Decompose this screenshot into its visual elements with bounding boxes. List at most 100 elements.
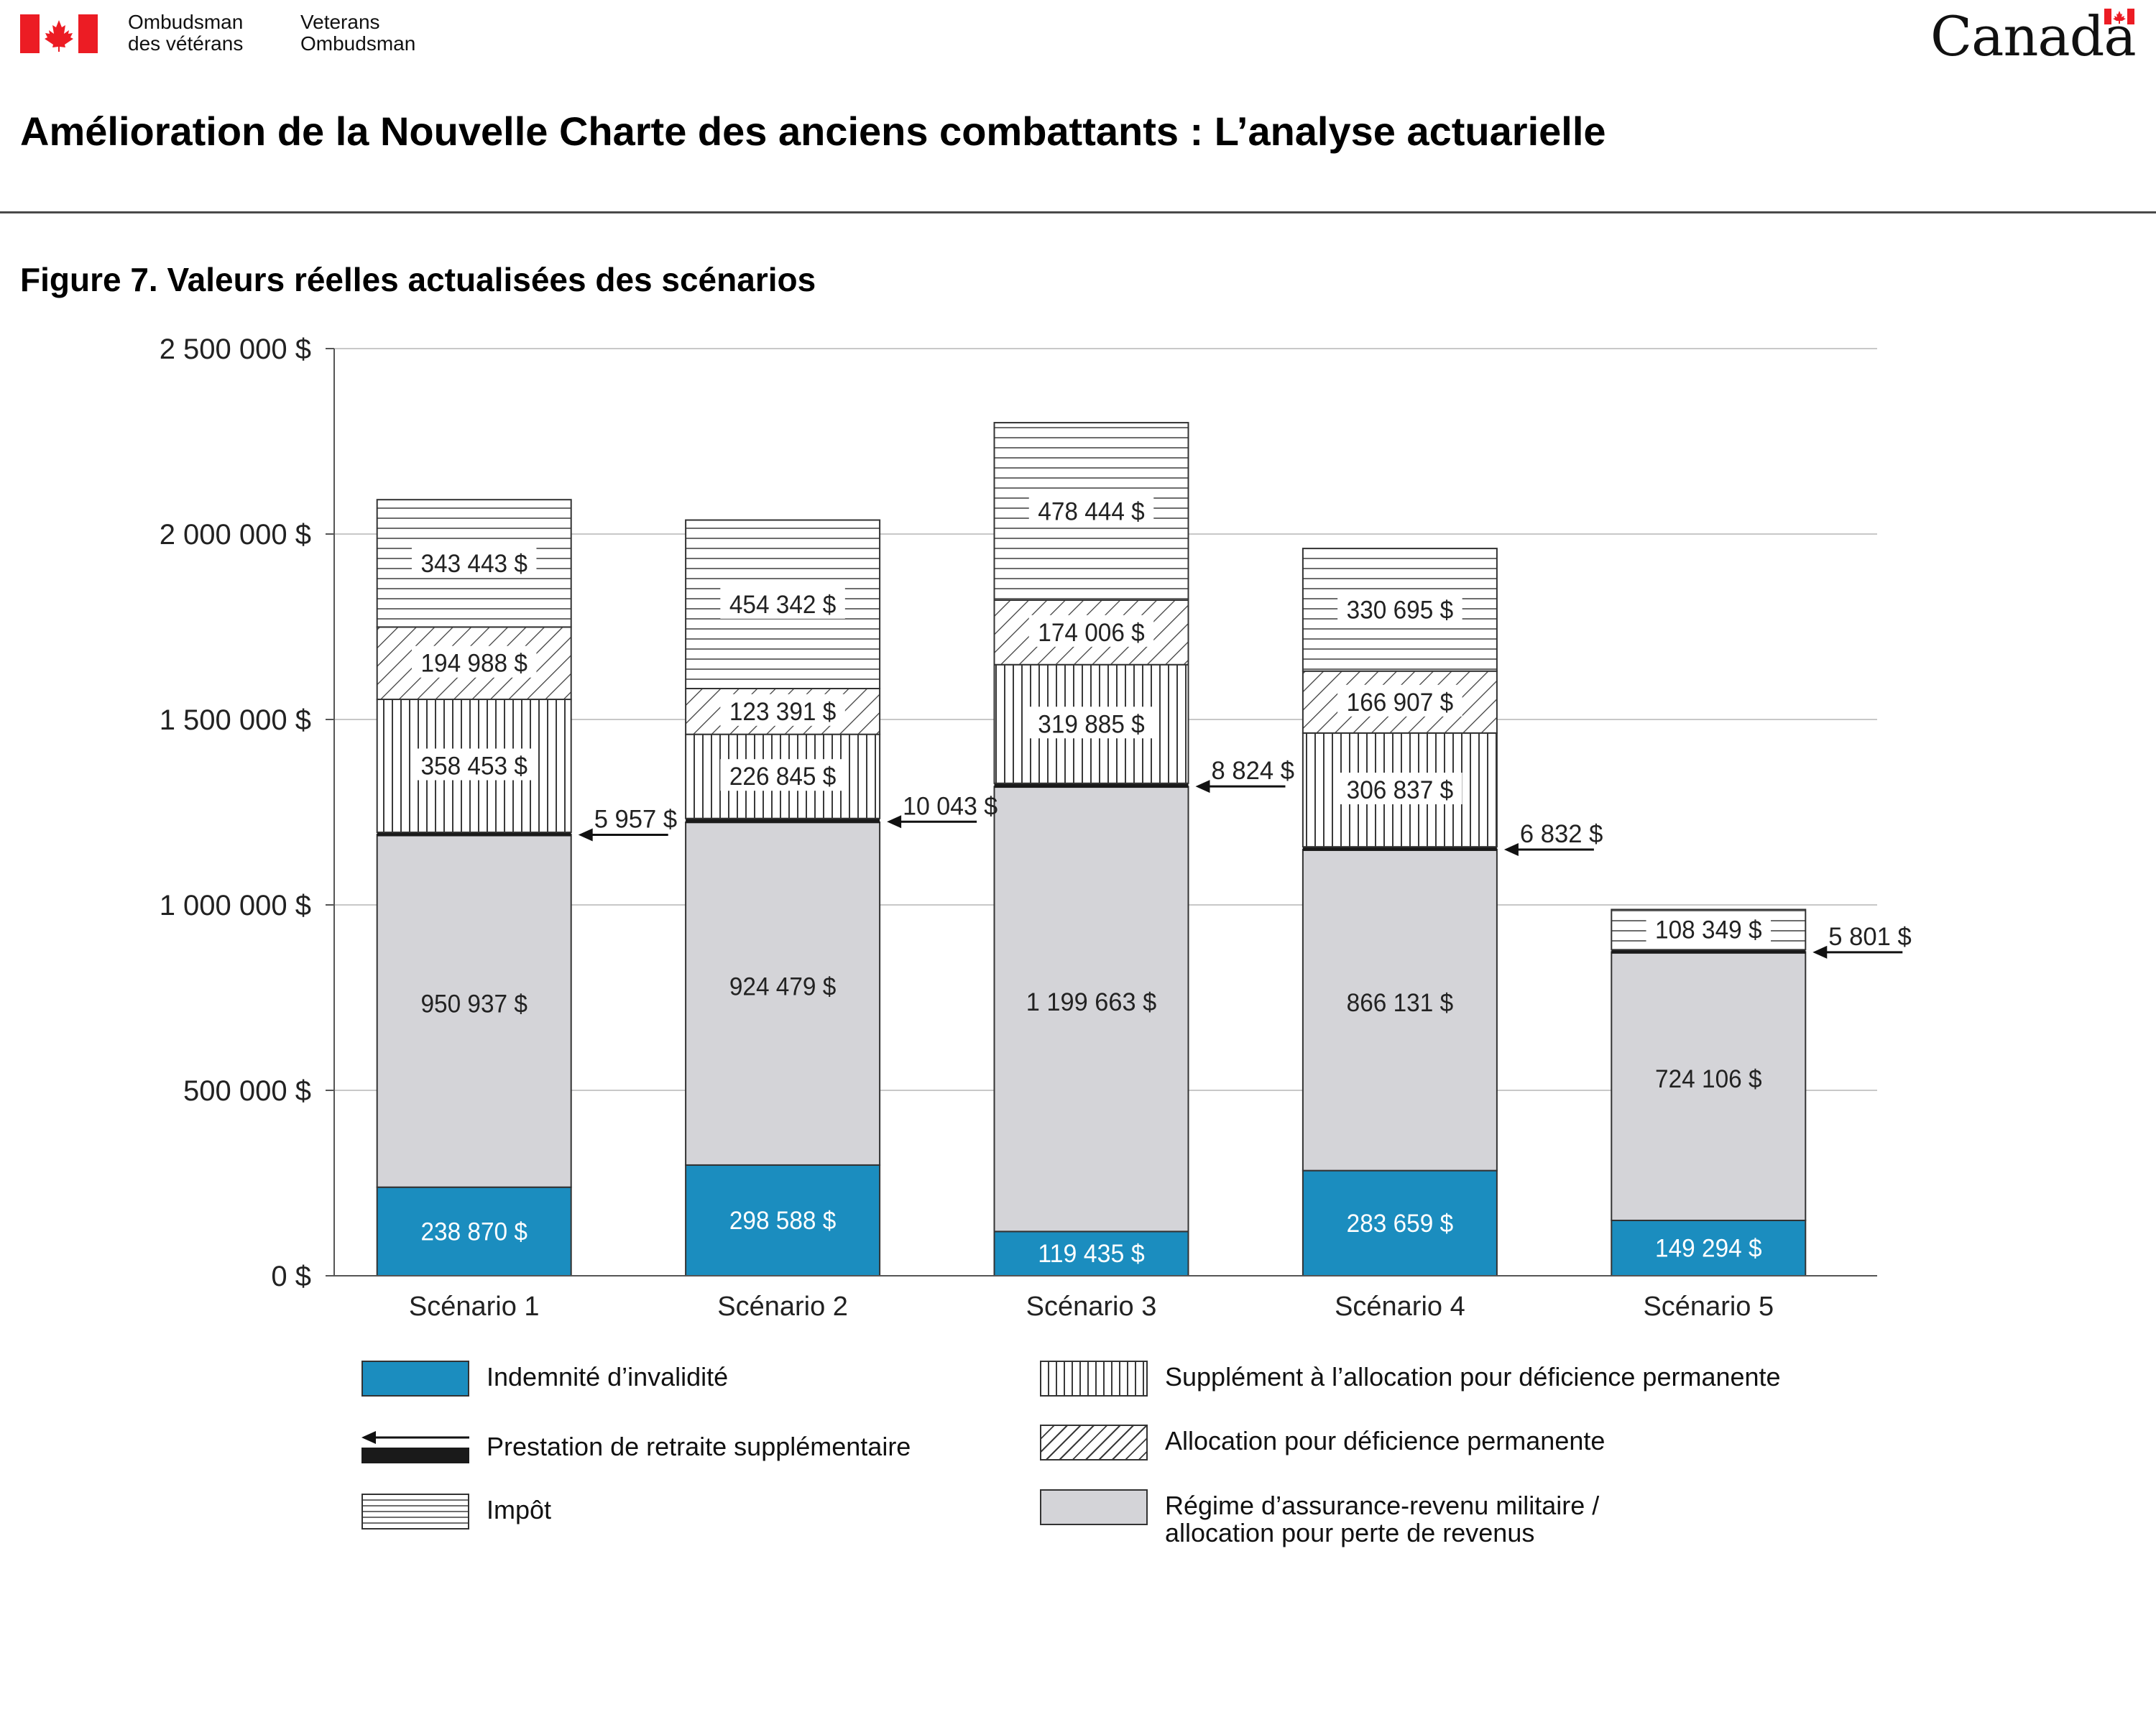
data-label-bg bbox=[1337, 773, 1462, 805]
x-tick-label: Scénario 4 bbox=[1335, 1292, 1465, 1322]
data-label: 358 453 $ bbox=[420, 753, 528, 781]
legend-swatch-retirement bbox=[361, 1431, 469, 1463]
retirement-label: 8 824 $ bbox=[1212, 757, 1295, 785]
data-label: 226 845 $ bbox=[729, 763, 837, 791]
bar-segment-0 bbox=[993, 1230, 1189, 1277]
legend-item: Prestation de retraite supplémentaire bbox=[361, 1430, 911, 1466]
bar-segment-1 bbox=[1611, 951, 1807, 1221]
data-label: 724 106 $ bbox=[1655, 1065, 1762, 1093]
retirement-arrow-head bbox=[887, 815, 902, 829]
legend-item: Régime d’assurance-revenu militaire / al… bbox=[1040, 1489, 1599, 1547]
legend-label: Régime d’assurance-revenu militaire / al… bbox=[1165, 1491, 1600, 1547]
data-label-bg bbox=[1028, 615, 1154, 647]
legend-swatch bbox=[1040, 1425, 1148, 1460]
legend-label: Supplément à l’allocation pour déficienc… bbox=[1165, 1362, 1781, 1392]
y-tick-label: 500 000 $ bbox=[183, 1075, 311, 1107]
data-label-bg bbox=[720, 694, 845, 726]
x-tick-label: Scénario 2 bbox=[717, 1292, 848, 1322]
document-title: Amélioration de la Nouvelle Charte des a… bbox=[20, 109, 1606, 154]
stacked-bar-chart: 238 870 $ 950 937 $ 5 957 $ 358 453 $ 194 98… bbox=[160, 334, 1912, 1322]
x-tick-label: Scénario 1 bbox=[409, 1292, 540, 1322]
retirement-arrow-head bbox=[1503, 842, 1519, 856]
data-label: 319 885 $ bbox=[1038, 710, 1145, 738]
figure-title: Figure 7. Valeurs réelles actualisées de… bbox=[20, 261, 816, 298]
data-label-bg bbox=[411, 546, 537, 578]
data-label-bg bbox=[720, 759, 845, 791]
y-tick-label: 1 000 000 $ bbox=[160, 890, 311, 921]
retirement-arrow-head bbox=[578, 828, 593, 842]
data-label: 343 443 $ bbox=[420, 550, 528, 578]
data-label-bg bbox=[1646, 912, 1772, 944]
wordmark-flag-icon bbox=[2104, 9, 2134, 24]
retirement-arrow-head bbox=[1195, 780, 1210, 794]
bar-segment-1 bbox=[1302, 848, 1498, 1172]
retirement-label: 5 801 $ bbox=[1828, 923, 1912, 951]
legend-swatch bbox=[1040, 1489, 1148, 1525]
bar-segment-retirement bbox=[1611, 947, 1806, 954]
axis-layer: 0 $ 500 000 $ 1 000 000 $ 1 500 000 $ 2 000 … bbox=[160, 334, 1877, 1322]
bars-layer bbox=[376, 422, 1807, 1277]
retirement-label: 5 957 $ bbox=[594, 806, 678, 834]
x-tick-label: Scénario 3 bbox=[1026, 1292, 1157, 1322]
bar-segment-1 bbox=[376, 834, 572, 1188]
legend-swatch bbox=[1040, 1361, 1148, 1397]
retirement-label: 10 043 $ bbox=[903, 792, 998, 820]
header: Ombudsman des vétérans Veterans Ombudsma… bbox=[0, 0, 2156, 298]
data-label: 950 937 $ bbox=[420, 990, 528, 1018]
legend-swatch bbox=[361, 1361, 469, 1397]
bar-segment-0 bbox=[685, 1164, 881, 1276]
data-label: 238 870 $ bbox=[420, 1218, 528, 1246]
data-label: 149 294 $ bbox=[1655, 1234, 1762, 1262]
canada-wordmark: Canada bbox=[1930, 4, 2137, 68]
data-label-bg bbox=[1028, 707, 1154, 739]
org-name-fr: Ombudsman des vétérans bbox=[128, 11, 244, 55]
labels-layer: 238 870 $ 950 937 $ 5 957 $ 358 453 $ 194 98… bbox=[411, 494, 1912, 1268]
bar-segment-0 bbox=[1302, 1169, 1498, 1276]
data-label: 330 695 $ bbox=[1347, 596, 1454, 624]
bar-segment-1 bbox=[685, 821, 881, 1166]
legend-item: Impôt bbox=[361, 1494, 551, 1530]
y-tick-label: 2 000 000 $ bbox=[160, 519, 311, 551]
data-label: 194 988 $ bbox=[420, 650, 528, 678]
bar-segment-1 bbox=[993, 786, 1189, 1233]
header-divider bbox=[0, 211, 2156, 213]
legend-item: Supplément à l’allocation pour déficienc… bbox=[1040, 1361, 1781, 1397]
data-label: 174 006 $ bbox=[1038, 619, 1145, 647]
data-label: 924 479 $ bbox=[729, 972, 837, 1000]
bar-segment-retirement bbox=[377, 830, 571, 837]
data-label: 108 349 $ bbox=[1655, 916, 1762, 944]
legend-label: Prestation de retraite supplémentaire bbox=[487, 1432, 911, 1461]
data-label: 866 131 $ bbox=[1347, 989, 1454, 1017]
legend-item: Indemnité d’invalidité bbox=[361, 1361, 728, 1397]
legend-label: Indemnité d’invalidité bbox=[487, 1362, 729, 1392]
bar-segment-retirement bbox=[994, 782, 1189, 788]
retirement-label: 6 832 $ bbox=[1520, 820, 1603, 848]
y-tick-label: 0 $ bbox=[271, 1261, 311, 1292]
bar-segment-retirement bbox=[1302, 845, 1497, 851]
bar-segment-0 bbox=[376, 1186, 572, 1276]
data-label: 123 391 $ bbox=[729, 698, 837, 726]
org-name-en: Veterans Ombudsman bbox=[300, 11, 416, 55]
data-label: 119 435 $ bbox=[1038, 1240, 1145, 1268]
canada-flag-icon bbox=[20, 14, 98, 53]
legend-item: Allocation pour déficience permanente bbox=[1040, 1425, 1605, 1460]
data-label: 298 588 $ bbox=[729, 1207, 837, 1235]
x-tick-label: Scénario 5 bbox=[1643, 1292, 1774, 1322]
data-label: 1 199 663 $ bbox=[1026, 988, 1157, 1016]
bar-segment-retirement bbox=[686, 817, 880, 824]
retirement-arrow-head bbox=[1812, 945, 1828, 959]
data-label-bg bbox=[411, 748, 537, 781]
data-label: 283 659 $ bbox=[1347, 1210, 1454, 1238]
data-label-bg bbox=[411, 645, 537, 678]
data-label: 306 837 $ bbox=[1347, 776, 1454, 804]
data-label-bg bbox=[720, 586, 845, 619]
data-label: 166 907 $ bbox=[1347, 689, 1454, 717]
data-label: 478 444 $ bbox=[1038, 498, 1145, 526]
data-label-bg bbox=[1337, 592, 1462, 625]
data-label-bg bbox=[1028, 494, 1154, 526]
y-tick-label: 1 500 000 $ bbox=[160, 704, 311, 736]
y-tick-label: 2 500 000 $ bbox=[160, 334, 311, 365]
legend-swatch bbox=[361, 1494, 469, 1530]
legend-label: Impôt bbox=[487, 1495, 552, 1524]
data-label: 454 342 $ bbox=[729, 591, 837, 619]
